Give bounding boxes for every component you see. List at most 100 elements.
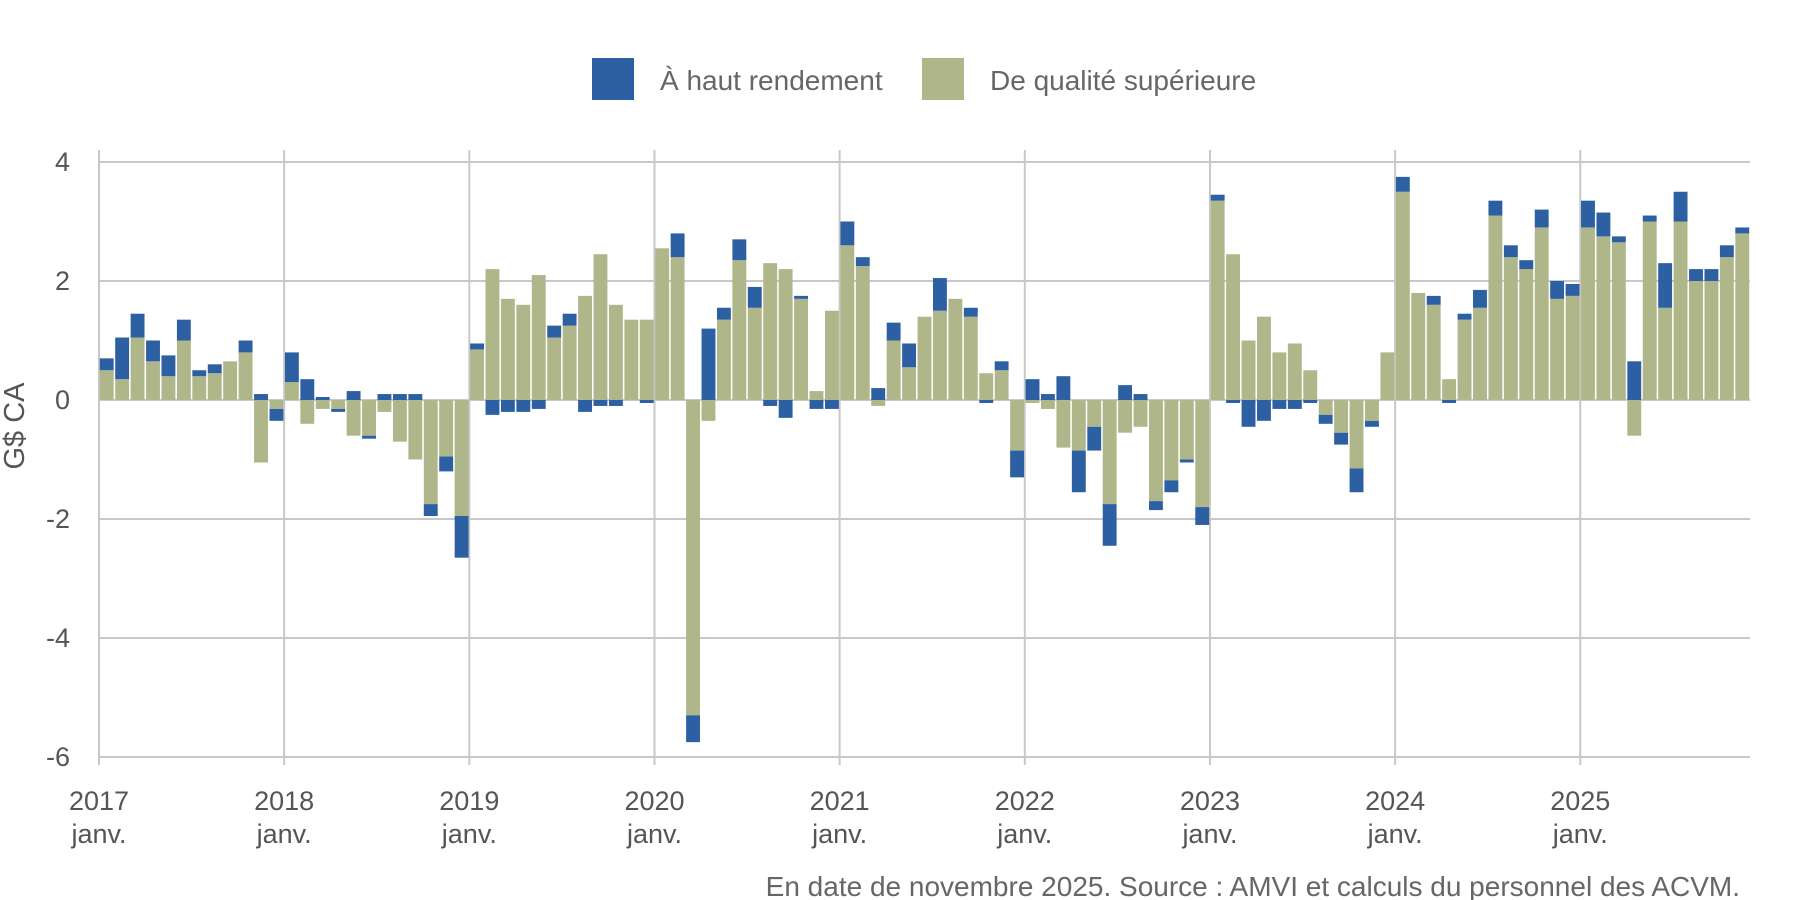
bar-high-yield [716, 307, 731, 320]
bar-high-yield [1534, 209, 1549, 228]
bar-high-yield [516, 400, 531, 412]
bar-investment-grade [531, 275, 546, 400]
bar-high-yield [130, 313, 145, 338]
bar-high-yield [99, 358, 114, 371]
bar-high-yield [1550, 281, 1565, 299]
bar-investment-grade [500, 298, 515, 400]
bar-high-yield [1257, 400, 1271, 421]
bar-investment-grade [454, 400, 469, 517]
bar-investment-grade [1457, 319, 1472, 400]
bar-high-yield [1303, 400, 1318, 403]
bar-investment-grade [932, 310, 947, 400]
legend-swatch-high-yield [592, 58, 634, 100]
y-tick-label: 4 [55, 147, 70, 177]
bar-investment-grade [1411, 292, 1426, 400]
bar-investment-grade [1611, 242, 1626, 400]
bar-investment-grade [562, 325, 577, 400]
legend-swatch-investment-grade [922, 58, 964, 100]
bar-high-yield [470, 343, 484, 350]
bar-high-yield [315, 397, 330, 400]
bar-investment-grade [392, 400, 407, 442]
bar-high-yield [454, 516, 469, 558]
bar-high-yield [578, 400, 592, 412]
bar-high-yield [686, 715, 700, 743]
bar-investment-grade [1025, 400, 1040, 403]
bar-investment-grade [99, 370, 114, 400]
bar-high-yield [1272, 400, 1287, 409]
bar-investment-grade [1488, 215, 1503, 400]
bar-high-yield [608, 400, 623, 406]
bar-investment-grade [1442, 379, 1457, 400]
bar-high-yield [176, 319, 191, 341]
bar-investment-grade [1334, 400, 1349, 433]
bar-investment-grade [1534, 227, 1549, 400]
y-tick-label: -6 [46, 742, 70, 772]
bar-investment-grade [1102, 400, 1117, 505]
x-tick-month: janv. [811, 819, 867, 849]
x-tick-month: janv. [1552, 819, 1608, 849]
bar-investment-grade [778, 269, 793, 400]
x-tick-year: 2018 [254, 786, 314, 816]
bar-investment-grade [1704, 281, 1719, 400]
bar-high-yield [1442, 400, 1457, 403]
bar-high-yield [1673, 191, 1688, 222]
bar-investment-grade [824, 310, 839, 400]
bar-investment-grade [701, 400, 716, 421]
bar-investment-grade [254, 400, 268, 463]
bar-high-yield [161, 355, 176, 377]
bar-high-yield [1287, 400, 1302, 409]
bar-high-yield [192, 370, 207, 377]
bar-high-yield [1318, 414, 1333, 424]
bar-investment-grade [732, 260, 747, 400]
bar-investment-grade [1071, 400, 1086, 451]
bar-high-yield [1102, 504, 1117, 546]
bar-investment-grade [1642, 221, 1657, 400]
bar-investment-grade [716, 319, 731, 400]
bar-high-yield [1226, 400, 1241, 403]
y-axis-ticks: -6 -4 -2 0 2 4 [46, 147, 70, 772]
bar-investment-grade [670, 257, 685, 400]
x-tick-year: 2019 [439, 786, 499, 816]
y-tick-label: -2 [46, 504, 70, 534]
bar-investment-grade [315, 400, 330, 409]
bar-high-yield [392, 394, 407, 400]
bar-high-yield [485, 400, 500, 415]
bar-investment-grade [686, 400, 700, 716]
bar-high-yield [979, 400, 994, 403]
bar-investment-grade [763, 263, 778, 400]
bar-investment-grade [1689, 281, 1703, 400]
bar-high-yield [1735, 227, 1750, 234]
bar-investment-grade [578, 295, 592, 400]
bar-investment-grade [1010, 400, 1025, 451]
bar-investment-grade [871, 400, 886, 406]
bar-high-yield [824, 400, 839, 409]
bar-investment-grade [979, 373, 994, 400]
bar-investment-grade [794, 298, 809, 400]
bar-investment-grade [1056, 400, 1071, 448]
bar-high-yield [1704, 269, 1719, 281]
bar-investment-grade [1118, 400, 1133, 433]
bar-investment-grade [362, 400, 376, 436]
bar-high-yield [408, 394, 423, 400]
bar-investment-grade [1503, 257, 1518, 400]
bar-high-yield [1596, 212, 1611, 237]
bar-high-yield [1365, 420, 1379, 427]
bar-high-yield [1719, 245, 1734, 258]
bar-investment-grade [377, 400, 392, 412]
bar-investment-grade [840, 245, 855, 400]
bar-investment-grade [207, 373, 222, 400]
bar-high-yield [238, 340, 253, 353]
y-tick-label: -4 [46, 623, 70, 653]
x-axis-ticks: 2017janv.2018janv.2019janv.2020janv.2021… [69, 786, 1610, 849]
bar-investment-grade [423, 400, 438, 505]
bar-high-yield [1457, 313, 1472, 320]
bar-investment-grade [1149, 400, 1163, 502]
x-tick-month: janv. [996, 819, 1052, 849]
bar-high-yield [1195, 507, 1210, 525]
bar-high-yield [547, 325, 562, 338]
bar-high-yield [439, 456, 454, 472]
bar-high-yield [1611, 236, 1626, 243]
bar-high-yield [1118, 385, 1133, 400]
bar-investment-grade [1565, 295, 1580, 400]
